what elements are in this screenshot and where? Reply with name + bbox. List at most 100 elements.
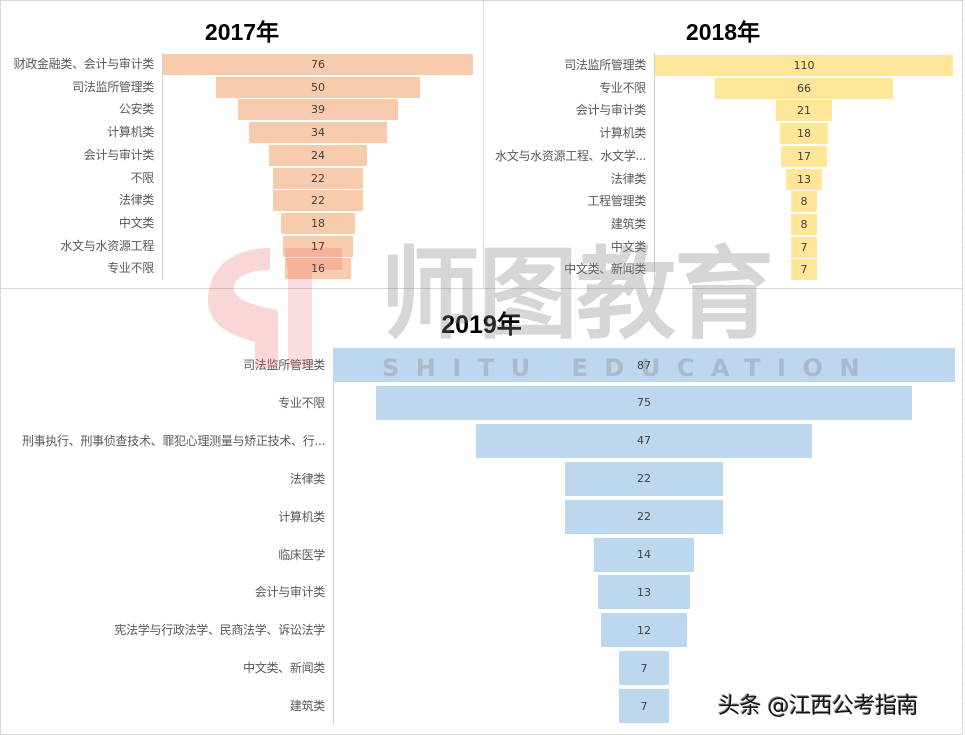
funnel-bar[interactable]: 7 xyxy=(618,651,670,686)
funnel-bar[interactable]: 50 xyxy=(216,76,420,98)
category-label: 司法监所管理类 xyxy=(243,358,325,372)
category-label: 计算机类 xyxy=(107,125,154,140)
funnel-bar[interactable]: 18 xyxy=(281,212,355,234)
funnel-bar[interactable]: 22 xyxy=(565,499,723,534)
funnel-row: 中文类、新闻类 7 xyxy=(1,651,962,686)
funnel-bar[interactable]: 22 xyxy=(273,167,363,189)
funnel-bar[interactable]: 34 xyxy=(248,122,388,144)
funnel-bar[interactable]: 8 xyxy=(791,213,817,235)
funnel-bar[interactable]: 17 xyxy=(780,145,828,167)
funnel-row: 专业不限 75 xyxy=(1,385,962,420)
category-axis-2018 xyxy=(654,53,655,281)
funnel-row: 司法监所管理类 50 xyxy=(1,76,483,98)
funnel-bar[interactable]: 13 xyxy=(786,168,822,190)
funnel-row: 公安类 39 xyxy=(1,99,483,121)
category-label: 专业不限 xyxy=(107,261,154,276)
funnel-row: 建筑类 8 xyxy=(484,213,962,235)
funnel-bar[interactable]: 87 xyxy=(332,348,956,382)
category-label: 法律类 xyxy=(118,193,154,208)
funnel-row: 中文类、新闻类 7 xyxy=(484,259,962,281)
category-label: 中文类 xyxy=(118,215,154,230)
funnel-bar[interactable]: 39 xyxy=(238,99,398,121)
funnel-bar[interactable]: 22 xyxy=(273,190,363,212)
funnel-row: 宪法学与行政法学、民商法学、诉讼法学 12 xyxy=(1,613,962,648)
funnel-bar[interactable]: 22 xyxy=(565,461,723,496)
funnel-row: 专业不限 66 xyxy=(484,77,962,99)
category-label: 不限 xyxy=(130,170,154,185)
category-label: 专业不限 xyxy=(599,80,646,95)
funnel-bar[interactable]: 8 xyxy=(791,191,817,213)
funnel-bar[interactable]: 13 xyxy=(597,575,691,610)
category-label: 会计与审计类 xyxy=(83,147,154,162)
category-label: 刑事执行、刑事侦查技术、罪犯心理测量与矫正技术、行... xyxy=(21,433,325,448)
category-label: 建筑类 xyxy=(610,216,646,231)
funnel-bar[interactable]: 21 xyxy=(775,100,833,122)
category-label: 宪法学与行政法学、民商法学、诉讼法学 xyxy=(114,623,325,638)
funnel-row: 会计与审计类 13 xyxy=(1,575,962,610)
category-label: 会计与审计类 xyxy=(254,585,325,600)
category-label: 水文与水资源工程 xyxy=(60,238,154,253)
funnel-bar[interactable]: 7 xyxy=(791,259,817,281)
category-label: 建筑类 xyxy=(289,699,325,714)
funnel-row: 水文与水资源工程、水文学... 17 xyxy=(484,145,962,167)
funnel-row: 中文类 18 xyxy=(1,212,483,234)
category-label: 专业不限 xyxy=(278,395,325,410)
funnel-bar[interactable]: 18 xyxy=(779,123,829,145)
category-label: 财政金融类、会计与审计类 xyxy=(13,57,154,71)
chart-title-2019: 2019年 xyxy=(441,311,522,339)
funnel-bar[interactable]: 66 xyxy=(714,77,894,99)
funnel-row: 专业不限 16 xyxy=(1,258,483,280)
funnel-row: 会计与审计类 24 xyxy=(1,144,483,166)
chart-title-2018: 2018年 xyxy=(685,19,761,45)
category-label: 计算机类 xyxy=(278,509,325,524)
category-label: 司法监所管理类 xyxy=(564,58,646,72)
category-label: 水文与水资源工程、水文学... xyxy=(495,148,646,163)
chart-title-2017: 2017年 xyxy=(204,19,280,45)
funnel-row: 法律类 22 xyxy=(1,190,483,212)
category-label: 公安类 xyxy=(118,102,154,117)
chart-2017[interactable]: 2017年 财政金融类、会计与审计类 76 司法监所管理类 50 公安类 39 计算机类 34… xyxy=(0,0,484,289)
funnel-row: 水文与水资源工程 17 xyxy=(1,235,483,257)
category-axis-2019 xyxy=(333,347,334,725)
funnel-row: 临床医学 14 xyxy=(1,537,962,572)
funnel-row: 财政金融类、会计与审计类 76 xyxy=(1,54,483,75)
funnel-bar[interactable]: 14 xyxy=(593,537,695,572)
funnel-bar[interactable]: 24 xyxy=(269,144,367,166)
category-label: 中文类 xyxy=(610,239,646,254)
funnel-row: 不限 22 xyxy=(1,167,483,189)
category-label: 临床医学 xyxy=(278,547,325,562)
funnel-bar[interactable]: 47 xyxy=(475,423,813,458)
category-label: 中文类、新闻类 xyxy=(243,661,325,676)
funnel-row: 会计与审计类 21 xyxy=(484,100,962,122)
category-label: 司法监所管理类 xyxy=(72,79,154,94)
funnel-bar[interactable]: 7 xyxy=(618,689,670,724)
category-label: 会计与审计类 xyxy=(575,103,646,118)
funnel-row: 法律类 13 xyxy=(484,168,962,190)
funnel-row: 刑事执行、刑事侦查技术、罪犯心理测量与矫正技术、行... 47 xyxy=(1,423,962,458)
funnel-row: 建筑类 7 xyxy=(1,689,962,724)
funnel-bar[interactable]: 110 xyxy=(654,55,954,76)
funnel-row: 法律类 22 xyxy=(1,461,962,496)
funnel-row: 工程管理类 8 xyxy=(484,191,962,213)
funnel-bar[interactable]: 76 xyxy=(162,54,474,75)
category-label: 工程管理类 xyxy=(587,194,646,209)
funnel-bar[interactable]: 16 xyxy=(285,258,351,280)
funnel-row: 司法监所管理类 87 xyxy=(1,348,962,382)
category-label: 中文类、新闻类 xyxy=(564,262,646,277)
funnel-bar[interactable]: 75 xyxy=(375,385,913,420)
category-label: 计算机类 xyxy=(599,126,646,141)
funnel-row: 计算机类 18 xyxy=(484,123,962,145)
funnel-row: 中文类 7 xyxy=(484,236,962,258)
category-label: 法律类 xyxy=(610,171,646,186)
funnel-row: 计算机类 22 xyxy=(1,499,962,534)
funnel-bar[interactable]: 7 xyxy=(791,236,817,258)
chart-2019[interactable]: 2019年 司法监所管理类 87 专业不限 75 刑事执行、刑事侦查技术、罪犯心理测量与… xyxy=(0,288,963,735)
funnel-row: 司法监所管理类 110 xyxy=(484,55,962,76)
category-label: 法律类 xyxy=(289,471,325,486)
chart-2018[interactable]: 2018年 司法监所管理类 110 专业不限 66 会计与审计类 21 计算机类 18 水文与水… xyxy=(483,0,963,289)
category-axis-2017 xyxy=(162,53,163,280)
funnel-row: 计算机类 34 xyxy=(1,122,483,144)
funnel-bar[interactable]: 17 xyxy=(283,235,353,257)
source-credit: 头条 @江西公考指南 xyxy=(718,694,919,719)
funnel-bar[interactable]: 12 xyxy=(601,613,687,648)
